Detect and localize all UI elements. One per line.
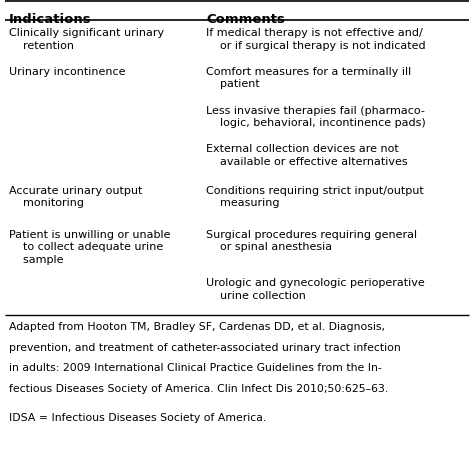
Text: Surgical procedures requiring general
    or spinal anesthesia: Surgical procedures requiring general or… <box>206 230 417 252</box>
Text: Patient is unwilling or unable
    to collect adequate urine
    sample: Patient is unwilling or unable to collec… <box>9 230 170 265</box>
Text: Accurate urinary output
    monitoring: Accurate urinary output monitoring <box>9 186 142 208</box>
Text: If medical therapy is not effective and/
    or if surgical therapy is not indic: If medical therapy is not effective and/… <box>206 28 426 51</box>
Text: IDSA = Infectious Diseases Society of America.: IDSA = Infectious Diseases Society of Am… <box>9 413 266 423</box>
Text: in adults: 2009 International Clinical Practice Guidelines from the In-: in adults: 2009 International Clinical P… <box>9 363 381 373</box>
Text: Adapted from Hooton TM, Bradley SF, Cardenas DD, et al. Diagnosis,: Adapted from Hooton TM, Bradley SF, Card… <box>9 322 384 332</box>
Text: fectious Diseases Society of America. Clin Infect Dis 2010;50:625–63.: fectious Diseases Society of America. Cl… <box>9 384 388 394</box>
Text: prevention, and treatment of catheter-associated urinary tract infection: prevention, and treatment of catheter-as… <box>9 343 400 353</box>
Text: Comfort measures for a terminally ill
    patient: Comfort measures for a terminally ill pa… <box>206 67 411 89</box>
Text: External collection devices are not
    available or effective alternatives: External collection devices are not avai… <box>206 144 408 167</box>
Text: Comments: Comments <box>206 13 285 26</box>
Text: Indications: Indications <box>9 13 91 26</box>
Text: Clinically significant urinary
    retention: Clinically significant urinary retention <box>9 28 164 51</box>
Text: Urinary incontinence: Urinary incontinence <box>9 67 125 77</box>
Text: Conditions requiring strict input/output
    measuring: Conditions requiring strict input/output… <box>206 186 424 208</box>
Text: Less invasive therapies fail (pharmaco-
    logic, behavioral, incontinence pads: Less invasive therapies fail (pharmaco- … <box>206 106 426 128</box>
Text: Urologic and gynecologic perioperative
    urine collection: Urologic and gynecologic perioperative u… <box>206 278 425 301</box>
